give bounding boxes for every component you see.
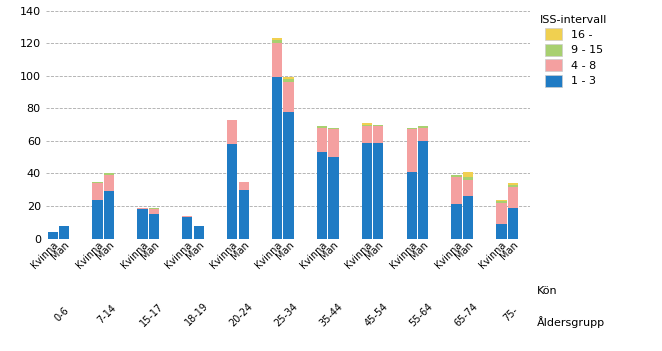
Text: 65-74: 65-74: [452, 301, 479, 328]
Text: 15-17: 15-17: [138, 301, 166, 328]
Bar: [283, 79, 294, 82]
Text: Åldersgrupp: Åldersgrupp: [536, 316, 604, 328]
Bar: [361, 123, 372, 125]
Bar: [149, 208, 159, 209]
Bar: [182, 216, 193, 218]
Bar: [283, 112, 294, 239]
Bar: [418, 128, 428, 141]
Text: Kön: Kön: [536, 286, 557, 297]
Text: 55-64: 55-64: [407, 301, 434, 328]
Bar: [463, 177, 473, 180]
Bar: [508, 208, 518, 239]
Bar: [496, 224, 506, 239]
Bar: [283, 82, 294, 112]
Bar: [508, 185, 518, 186]
Bar: [283, 77, 294, 79]
Bar: [227, 120, 238, 144]
Bar: [328, 157, 338, 239]
Bar: [406, 130, 417, 172]
Bar: [361, 126, 372, 143]
Bar: [149, 214, 159, 239]
Bar: [508, 183, 518, 185]
Text: 7-14: 7-14: [95, 303, 118, 326]
Bar: [373, 125, 383, 126]
Bar: [328, 128, 338, 130]
Bar: [451, 177, 461, 204]
Bar: [373, 143, 383, 239]
Bar: [373, 126, 383, 143]
Bar: [182, 218, 193, 239]
Bar: [463, 196, 473, 239]
Bar: [137, 208, 148, 209]
Bar: [149, 209, 159, 214]
Bar: [59, 226, 70, 239]
Bar: [317, 126, 327, 128]
Bar: [104, 175, 115, 191]
Text: 35-44: 35-44: [318, 301, 345, 328]
Legend: 16 -, 9 - 15, 4 - 8, 1 - 3: 16 -, 9 - 15, 4 - 8, 1 - 3: [537, 12, 611, 90]
Bar: [104, 191, 115, 239]
Bar: [361, 125, 372, 126]
Bar: [137, 209, 148, 239]
Text: 0-6: 0-6: [53, 305, 71, 324]
Bar: [406, 172, 417, 239]
Text: 45-54: 45-54: [363, 301, 390, 328]
Bar: [93, 183, 103, 200]
Bar: [238, 181, 249, 190]
Bar: [451, 175, 461, 177]
Bar: [227, 144, 238, 239]
Text: 25-34: 25-34: [273, 301, 300, 328]
Bar: [93, 200, 103, 239]
Text: 18-19: 18-19: [183, 301, 210, 328]
Bar: [328, 130, 338, 157]
Bar: [406, 128, 417, 130]
Bar: [93, 181, 103, 183]
Text: 20-24: 20-24: [228, 301, 255, 328]
Bar: [463, 172, 473, 177]
Text: 75-: 75-: [502, 305, 520, 324]
Bar: [451, 204, 461, 239]
Bar: [272, 38, 282, 40]
Bar: [317, 128, 327, 152]
Bar: [361, 143, 372, 239]
Bar: [104, 173, 115, 175]
Bar: [418, 141, 428, 239]
Bar: [496, 201, 506, 203]
Bar: [463, 180, 473, 196]
Bar: [272, 40, 282, 43]
Bar: [272, 43, 282, 77]
Bar: [238, 190, 249, 239]
Bar: [272, 77, 282, 239]
Bar: [194, 226, 204, 239]
Bar: [508, 186, 518, 208]
Bar: [317, 152, 327, 239]
Bar: [418, 126, 428, 128]
Bar: [48, 232, 58, 239]
Bar: [496, 203, 506, 224]
Bar: [496, 200, 506, 201]
